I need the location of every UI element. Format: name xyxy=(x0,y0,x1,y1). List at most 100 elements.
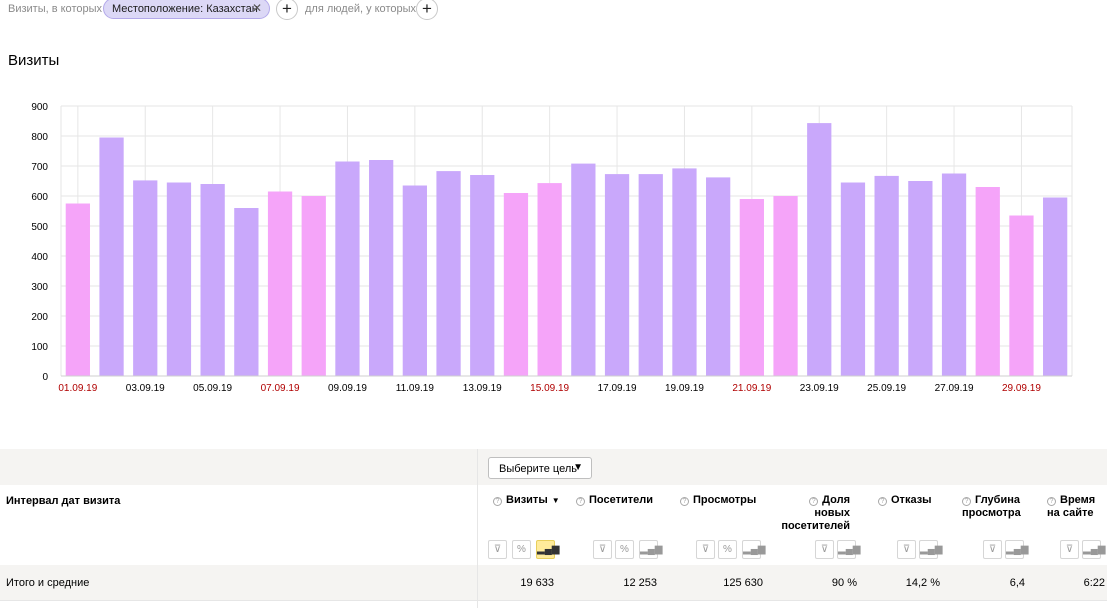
x-tick-label: 03.09.19 xyxy=(126,383,165,394)
x-tick-label: 07.09.19 xyxy=(261,383,300,394)
goal-row: Выберите цель ▼ xyxy=(0,449,1107,485)
bar xyxy=(133,180,158,376)
bar xyxy=(571,163,596,376)
x-tick-label: 29.09.19 xyxy=(1002,383,1041,394)
x-tick-label: 19.09.19 xyxy=(665,383,704,394)
x-tick-label: 21.09.19 xyxy=(732,383,771,394)
bar-chart-icon[interactable]: ▂▄▆ xyxy=(742,540,765,559)
x-tick-label: 17.09.19 xyxy=(598,383,637,394)
filter-icon[interactable]: ⊽ xyxy=(1060,540,1079,559)
bar xyxy=(335,161,360,376)
page-title: Визиты xyxy=(8,52,60,69)
report-table: Выберите цель ▼ Интервал дат визита ? Виз… xyxy=(0,449,1107,608)
bar xyxy=(503,193,529,376)
x-tick-label: 09.09.19 xyxy=(328,383,367,394)
percent-icon[interactable]: % xyxy=(512,540,531,559)
filter-icon[interactable]: ⊽ xyxy=(593,540,612,559)
bar xyxy=(807,123,832,376)
plus-icon: + xyxy=(282,0,292,18)
select-goal-label: Выберите цель xyxy=(499,463,577,475)
bar xyxy=(706,177,731,376)
plus-icon: + xyxy=(422,0,432,18)
bar-chart-icon[interactable]: ▂▄▆ xyxy=(1005,540,1028,559)
bar xyxy=(65,203,90,376)
percent-icon[interactable]: % xyxy=(718,540,737,559)
bar xyxy=(267,191,293,376)
column-header-visitors[interactable]: ? Посетители xyxy=(576,494,653,507)
filter-icon[interactable]: ⊽ xyxy=(696,540,715,559)
help-icon[interactable]: ? xyxy=(962,497,971,506)
total-new-share: 90 % xyxy=(831,577,857,589)
bar xyxy=(1043,197,1068,376)
totals-label: Итого и средние xyxy=(6,577,90,589)
column-header-time-on-site[interactable]: ? Время на сайте xyxy=(1047,494,1105,520)
y-tick-label: 900 xyxy=(31,102,48,113)
help-icon[interactable]: ? xyxy=(680,497,689,506)
x-tick-label: 25.09.19 xyxy=(867,383,906,394)
bar xyxy=(638,174,663,376)
help-icon[interactable]: ? xyxy=(1047,497,1056,506)
total-depth: 6,4 xyxy=(1009,577,1025,589)
y-tick-label: 700 xyxy=(31,162,48,173)
segment-people-label: для людей, у которых xyxy=(305,3,416,15)
bar xyxy=(537,183,562,376)
select-goal-button[interactable]: Выберите цель ▼ xyxy=(488,457,592,479)
column-header-new-visitors-share[interactable]: ? Доля новых посетителей xyxy=(780,494,850,533)
bar-chart-icon[interactable]: ▂▄▆ xyxy=(919,540,942,559)
bar xyxy=(301,196,326,376)
column-header-visits[interactable]: ? Визиты ▼ xyxy=(493,494,560,507)
column-header-bounces[interactable]: ? Отказы xyxy=(878,494,932,507)
y-tick-label: 400 xyxy=(31,252,48,263)
filter-icon[interactable]: ⊽ xyxy=(488,540,507,559)
segment-visits-label: Визиты, в которых xyxy=(8,3,102,15)
column-header-depth[interactable]: ? Глубина просмотра xyxy=(962,494,1022,520)
bar xyxy=(470,175,495,376)
bar xyxy=(672,168,697,376)
add-people-condition-button[interactable]: + xyxy=(416,0,438,20)
filter-icon[interactable]: ⊽ xyxy=(983,540,1002,559)
bar xyxy=(908,181,933,376)
filter-icon[interactable]: ⊽ xyxy=(897,540,916,559)
dimension-header[interactable]: Интервал дат визита xyxy=(6,495,121,507)
column-header-label: Время на сайте xyxy=(1047,494,1096,519)
bar-chart-icon[interactable]: ▂▄▆ xyxy=(837,540,860,559)
x-tick-label: 01.09.19 xyxy=(58,383,97,394)
help-icon[interactable]: ? xyxy=(878,497,887,506)
bar-chart-icon[interactable]: ▂▄▆ xyxy=(1082,540,1105,559)
bar xyxy=(874,175,899,376)
column-header-pageviews[interactable]: ? Просмотры xyxy=(680,494,756,507)
y-tick-label: 300 xyxy=(31,282,48,293)
column-header-label: Глубина просмотра xyxy=(962,494,1021,519)
close-icon[interactable]: ✕ xyxy=(251,1,262,15)
bar xyxy=(166,182,192,376)
bar xyxy=(99,137,124,376)
bar xyxy=(840,182,866,376)
bar xyxy=(436,171,461,376)
x-tick-label: 23.09.19 xyxy=(800,383,839,394)
column-divider xyxy=(477,449,478,608)
sort-desc-icon: ▼ xyxy=(551,496,560,505)
filter-icon[interactable]: ⊽ xyxy=(815,540,834,559)
column-header-label: Просмотры xyxy=(693,494,757,506)
add-visit-condition-button[interactable]: + xyxy=(276,0,298,20)
visits-bar-chart: 0 100 200 300 400 500 600 700 800 900 01.09.19 03.0… xyxy=(31,102,1073,394)
chevron-down-icon: ▼ xyxy=(573,462,583,473)
bar xyxy=(773,196,798,376)
column-header-label: Визиты xyxy=(506,494,548,506)
help-icon[interactable]: ? xyxy=(576,497,585,506)
segment-chip-label: Местоположение: Казахстан xyxy=(112,3,258,15)
y-tick-label: 500 xyxy=(31,222,48,233)
help-icon[interactable]: ? xyxy=(493,497,502,506)
bar xyxy=(604,174,630,376)
total-time: 6:22 xyxy=(1083,577,1105,589)
bar-chart-icon[interactable]: ▂▄▆ xyxy=(536,540,559,559)
total-visitors: 12 253 xyxy=(623,577,657,589)
bar-chart-icon[interactable]: ▂▄▆ xyxy=(639,540,662,559)
percent-icon[interactable]: % xyxy=(615,540,634,559)
help-icon[interactable]: ? xyxy=(809,497,819,506)
x-tick-label: 27.09.19 xyxy=(935,383,974,394)
segment-chip[interactable]: Местоположение: Казахстан ✕ xyxy=(103,0,270,19)
x-tick-label: 13.09.19 xyxy=(463,383,502,394)
bar xyxy=(234,208,259,376)
total-visits: 19 633 xyxy=(520,577,554,589)
